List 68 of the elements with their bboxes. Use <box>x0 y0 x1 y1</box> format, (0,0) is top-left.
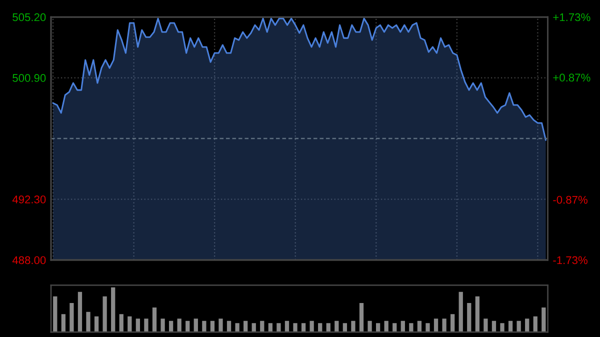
bar <box>202 320 206 332</box>
bar <box>351 320 356 332</box>
bar <box>128 316 132 332</box>
bar <box>210 320 215 332</box>
y2-tick-label: -1.73% <box>553 256 588 264</box>
bar <box>235 323 240 332</box>
bar <box>492 320 496 332</box>
bar <box>508 320 513 332</box>
bar <box>384 320 388 332</box>
bar <box>400 320 405 332</box>
bar <box>78 292 82 332</box>
bar <box>94 316 99 332</box>
bar <box>177 318 182 332</box>
bar <box>326 323 330 332</box>
bar <box>119 314 124 332</box>
y-tick-label: 492.30 <box>12 196 46 204</box>
bar <box>318 323 322 332</box>
bar <box>409 323 414 332</box>
bar <box>458 292 463 332</box>
bar <box>434 318 438 332</box>
bar <box>53 296 58 332</box>
bar <box>160 318 165 332</box>
bar <box>284 320 290 332</box>
y-tick-label: 505.20 <box>12 13 46 22</box>
bar <box>450 314 455 332</box>
y2-tick-label: +0.87% <box>553 74 590 82</box>
bar <box>61 314 66 332</box>
y-tick-label: 488.00 <box>12 256 46 264</box>
bar <box>168 320 174 332</box>
bar <box>226 320 232 332</box>
bar <box>260 320 264 332</box>
bar <box>342 323 348 332</box>
bar <box>310 320 314 332</box>
bar <box>301 323 306 332</box>
bar <box>525 318 530 332</box>
bar <box>136 318 140 332</box>
y2-tick-label: -0.87% <box>553 196 588 204</box>
bar <box>475 296 480 332</box>
bar <box>334 320 339 332</box>
bar <box>276 323 281 332</box>
bar <box>218 318 223 332</box>
bar <box>516 320 521 332</box>
bar <box>533 316 538 332</box>
bar <box>392 323 397 332</box>
bar <box>152 307 157 332</box>
bar <box>293 323 298 332</box>
bar <box>467 303 472 332</box>
bar <box>144 318 148 332</box>
bar <box>359 303 364 332</box>
bar <box>368 320 372 332</box>
bar <box>252 323 256 332</box>
y2-tick-label: +1.73% <box>553 13 590 22</box>
y-tick-label: 500.90 <box>12 74 46 82</box>
bar <box>186 320 190 332</box>
bar <box>442 318 446 332</box>
bar <box>542 307 546 332</box>
bar <box>500 323 504 332</box>
bar <box>376 323 380 332</box>
bar <box>194 318 198 332</box>
bar <box>102 296 107 332</box>
bar <box>86 312 90 332</box>
bar <box>484 318 488 332</box>
bar <box>417 320 422 332</box>
bar <box>426 323 430 332</box>
bar <box>111 287 116 332</box>
bar <box>70 303 74 332</box>
bar <box>244 320 248 332</box>
bar <box>268 323 272 332</box>
